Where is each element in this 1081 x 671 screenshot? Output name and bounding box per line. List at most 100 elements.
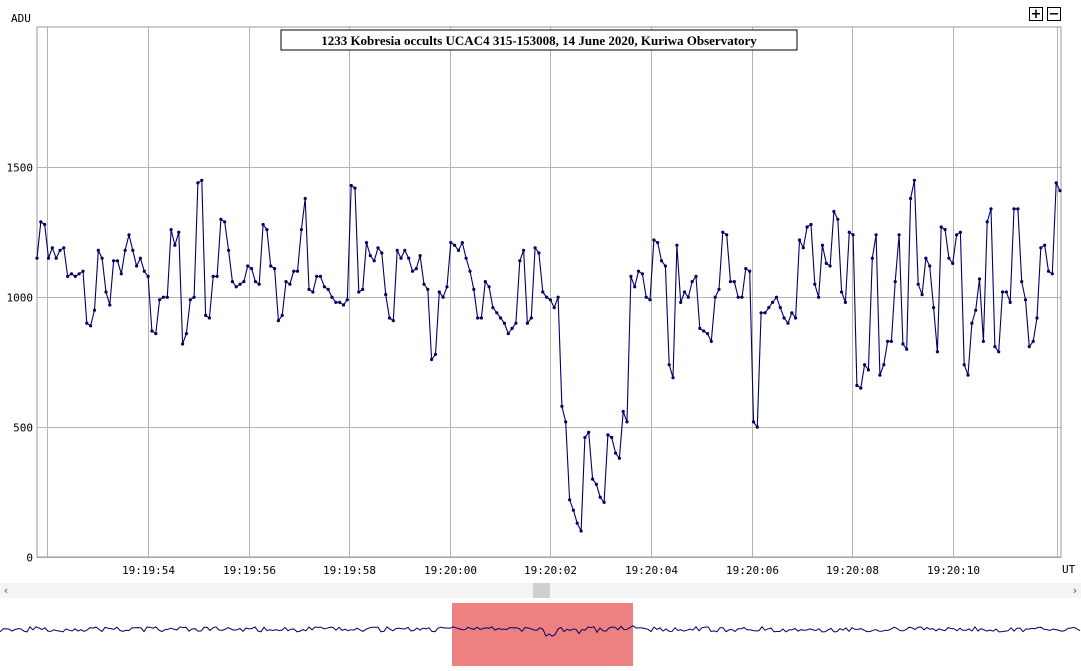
data-point: [422, 282, 426, 286]
data-point: [246, 264, 250, 268]
data-point: [556, 295, 560, 299]
x-tick-label: 19:20:00: [424, 564, 477, 577]
data-point: [292, 269, 296, 273]
scroll-left-arrow-icon[interactable]: ‹: [3, 584, 9, 597]
data-point: [820, 243, 825, 247]
data-point: [387, 316, 392, 320]
data-point: [487, 285, 491, 289]
scroll-right-arrow-icon[interactable]: ›: [1072, 584, 1078, 597]
data-point: [690, 280, 694, 284]
data-point: [242, 280, 246, 284]
data-point: [629, 274, 633, 278]
series-line: [36, 179, 1061, 532]
data-point: [414, 267, 418, 271]
data-point: [391, 319, 395, 323]
zoom-in-button[interactable]: +: [1029, 6, 1043, 22]
scrollbar-thumb[interactable]: [533, 583, 550, 598]
data-point: [108, 303, 112, 307]
data-point: [1035, 316, 1039, 320]
data-point: [840, 290, 844, 294]
data-point: [441, 295, 445, 299]
x-tick-label: 19:19:54: [122, 564, 175, 577]
data-point: [123, 248, 127, 252]
data-point: [1000, 290, 1005, 294]
x-axis-label: UT: [1062, 563, 1076, 576]
data-point: [728, 280, 733, 284]
data-point: [1016, 207, 1020, 211]
data-point: [571, 508, 576, 512]
data-point: [1050, 272, 1054, 276]
navigator-selection-window[interactable]: [452, 603, 633, 666]
data-point: [828, 264, 832, 268]
data-point: [675, 243, 679, 247]
data-point: [1004, 290, 1009, 294]
data-point: [154, 332, 158, 336]
data-point: [196, 181, 200, 185]
x-tick-label: 19:19:56: [223, 564, 276, 577]
data-point: [330, 295, 334, 299]
data-point: [859, 386, 863, 390]
data-point: [863, 363, 867, 367]
data-point: [430, 357, 434, 362]
data-point: [58, 248, 62, 252]
y-tick-label: 1000: [7, 292, 34, 305]
navigator-series: [0, 625, 1081, 637]
y-tick-label: 1500: [7, 162, 34, 175]
data-point: [529, 316, 533, 320]
data-point: [709, 339, 713, 343]
x-axis-ticks: 19:19:54 19:19:56 19:19:58 19:20:00 19:20:02…: [122, 564, 980, 577]
data-point: [89, 324, 93, 328]
data-point: [763, 311, 767, 315]
data-point: [426, 287, 430, 291]
data-point: [96, 248, 100, 252]
data-point: [594, 482, 599, 486]
data-point: [223, 220, 227, 224]
data-point: [725, 233, 729, 237]
data-point: [786, 321, 790, 325]
data-point: [912, 178, 917, 182]
data-point: [564, 420, 568, 424]
data-point: [997, 350, 1001, 354]
navigator-overview[interactable]: [0, 598, 1081, 671]
horizontal-scrollbar[interactable]: ‹ ›: [0, 583, 1081, 598]
data-point: [817, 295, 821, 299]
data-point: [276, 319, 280, 323]
data-point: [1046, 269, 1051, 273]
data-point: [897, 233, 901, 237]
data-point: [135, 264, 139, 268]
data-point: [115, 259, 120, 263]
y-tick-label: 0: [26, 552, 33, 565]
data-point: [112, 259, 116, 263]
data-point: [920, 293, 924, 297]
data-point: [755, 425, 759, 429]
data-point: [161, 295, 165, 299]
data-point: [679, 300, 683, 304]
data-point: [39, 220, 43, 224]
data-point: [617, 456, 622, 460]
data-point: [648, 298, 652, 302]
zoom-out-button[interactable]: −: [1047, 6, 1061, 22]
navigator-series-line: [0, 625, 1081, 637]
data-point: [843, 300, 848, 304]
data-point: [453, 243, 457, 247]
data-point: [1020, 280, 1024, 284]
data-point: [909, 196, 913, 201]
data-point: [606, 433, 610, 437]
data-point: [598, 495, 602, 499]
data-point: [548, 298, 553, 302]
data-point: [644, 295, 648, 299]
chart-title-box: 1233 Kobresia occults UCAC4 315-153008, …: [280, 29, 798, 51]
grid-lines: [37, 27, 1061, 558]
data-point: [851, 233, 855, 237]
data-point: [721, 230, 725, 234]
data-point: [104, 290, 108, 294]
data-point: [204, 313, 208, 317]
data-point: [951, 261, 955, 265]
data-point: [663, 264, 668, 268]
data-point: [939, 225, 943, 229]
data-point: [985, 220, 989, 224]
y-axis-ticks: 0 500 1000 1500: [7, 162, 34, 565]
x-tick-label: 19:20:04: [625, 564, 678, 577]
data-point: [1054, 181, 1058, 185]
